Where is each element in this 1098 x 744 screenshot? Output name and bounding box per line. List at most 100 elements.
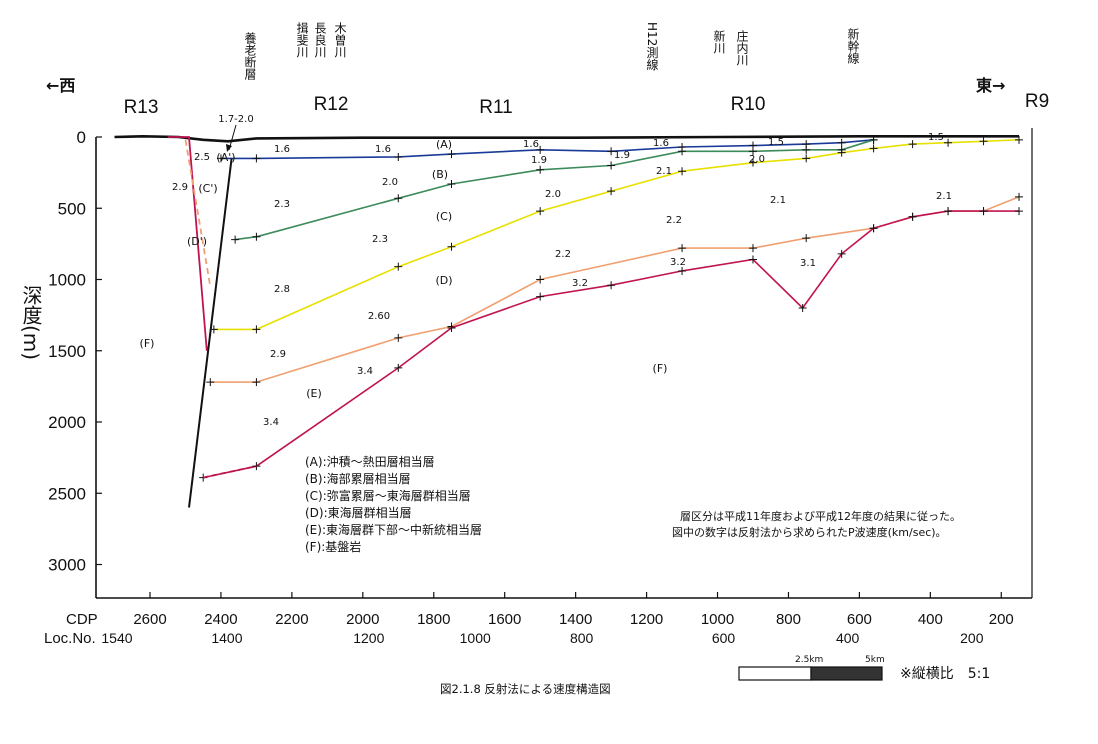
cdp-tick-label: 1600 xyxy=(488,611,521,628)
velocity-label: 1.6 xyxy=(274,144,290,155)
data-point-marker xyxy=(394,152,403,161)
y-tick-label: 2500 xyxy=(48,484,86,503)
unit-labels: (A) (A') (B) (C) (C') (D) (D') (E) (F) (… xyxy=(140,138,668,400)
unit-label-a-prime: (A') xyxy=(216,151,235,164)
unit-label-b: (B) xyxy=(432,168,448,181)
scale-bar-white xyxy=(738,666,812,681)
data-point-marker xyxy=(908,212,917,221)
feature-label-shin-river: 新川 xyxy=(712,29,726,54)
data-point-marker xyxy=(252,232,261,241)
cdp-tick-label: 800 xyxy=(776,611,801,628)
locno-tick-label: 200 xyxy=(960,630,984,646)
cdp-tick-label: 1200 xyxy=(630,611,663,628)
data-point-marker xyxy=(802,145,811,154)
data-point-marker xyxy=(536,165,545,174)
x-axis-ticks: 2600 2400 2200 2000 1800 1600 1400 1200 1000 800 6… xyxy=(101,592,1014,646)
data-point-marker xyxy=(447,180,456,189)
data-point-marker xyxy=(837,249,846,258)
velocity-label: 2.9 xyxy=(172,182,188,193)
data-point-marker xyxy=(944,207,953,216)
scale-bar-label: 5km xyxy=(865,655,885,665)
velocity-label: 1.6 xyxy=(523,139,539,150)
data-point-marker xyxy=(536,207,545,216)
velocity-labels: 2.5 2.9 1.6 1.6 1.6 1.6 1.5 1.5 1.9 1.9 … xyxy=(172,132,952,428)
locno-tick-label: 1540 xyxy=(101,630,132,646)
data-point-marker xyxy=(837,148,846,157)
velocity-label: 1.5 xyxy=(768,137,784,148)
y-tick-label: 3000 xyxy=(48,556,86,575)
series-line xyxy=(114,134,1019,143)
note-line: 層区分は平成11年度および平成12年度の結果に従った。 xyxy=(680,509,961,523)
data-point-marker xyxy=(394,333,403,342)
velocity-label: 1.9 xyxy=(614,150,630,161)
data-point-marker xyxy=(252,154,261,163)
locno-tick-label: 600 xyxy=(712,630,736,646)
unit-label-c-prime: (C') xyxy=(198,182,217,195)
legend: (A):沖積～熱田層相当層 (B):海部累層相当層 (C):弥富累層～東海層群相… xyxy=(305,454,482,554)
data-point-marker xyxy=(869,144,878,153)
data-point-marker xyxy=(252,378,261,387)
velocity-label: 2.9 xyxy=(270,349,286,360)
velocity-label: 2.3 xyxy=(274,199,290,210)
direction-west-label: ←西 xyxy=(46,76,75,95)
locno-tick-label: 1400 xyxy=(211,630,242,646)
cdp-tick-label: 1000 xyxy=(701,611,734,628)
cdp-tick-label: 1400 xyxy=(559,611,592,628)
feature-label-nagara-river: 長良川 xyxy=(313,22,327,58)
velocity-label: 3.4 xyxy=(357,366,373,377)
survey-line-label: R12 xyxy=(314,94,349,115)
velocity-label: 2.3 xyxy=(372,234,388,245)
feature-label-shonai-river: 庄内川 xyxy=(735,29,749,66)
scale-bar: 2.5km 5km ※縦横比 5:1 xyxy=(738,655,990,682)
series-extension-dashed xyxy=(203,465,257,479)
horizon-lines xyxy=(114,134,1024,508)
survey-line-label: R13 xyxy=(124,97,159,118)
fault-line xyxy=(184,139,212,287)
locno-tick-label: 1200 xyxy=(353,630,384,646)
unit-label-a: (A) xyxy=(436,138,452,151)
legend-item: (C):弥富累層～東海層群相当層 xyxy=(305,488,471,503)
velocity-label: 1.5 xyxy=(928,132,944,143)
cdp-tick-label: 2400 xyxy=(204,611,237,628)
data-point-marker xyxy=(447,150,456,159)
direction-east-label: 東→ xyxy=(976,76,1005,95)
velocity-label: 1.9 xyxy=(531,155,547,166)
unit-label-c: (C) xyxy=(436,210,452,223)
feature-label-ibi-river: 揖斐川 xyxy=(295,22,309,58)
scale-bar-label: 2.5km xyxy=(795,655,823,665)
cdp-tick-label: 2200 xyxy=(275,611,308,628)
cdp-row-label: CDP xyxy=(66,611,98,628)
y-axis-ticks: 0 500 1000 1500 2000 2500 3000 xyxy=(48,128,102,575)
cdp-tick-label: 1800 xyxy=(417,611,450,628)
data-point-marker xyxy=(678,147,687,156)
feature-label-h12-line: H12測線 xyxy=(645,22,659,70)
velocity-label: 1.6 xyxy=(653,138,669,149)
feature-label-kiso-river: 木曽川 xyxy=(333,22,347,58)
data-point-marker xyxy=(536,145,545,154)
data-point-marker xyxy=(908,140,917,149)
data-point-marker xyxy=(979,137,988,146)
velocity-label: 2.8 xyxy=(274,284,290,295)
cdp-tick-label: 400 xyxy=(918,611,943,628)
cdp-tick-label: 2000 xyxy=(346,611,379,628)
survey-line-label: R9 xyxy=(1025,91,1049,112)
data-point-marker xyxy=(748,244,757,253)
data-point-marker xyxy=(1015,192,1024,201)
data-point-marker xyxy=(979,207,988,216)
data-point-marker xyxy=(394,194,403,203)
aspect-ratio-label: ※縦横比 5:1 xyxy=(900,666,990,682)
legend-item: (D):東海層群相当層 xyxy=(305,505,412,520)
data-point-marker xyxy=(748,147,757,156)
data-point-marker xyxy=(869,224,878,233)
velocity-label: 2.0 xyxy=(545,189,561,200)
locno-row-label: Loc.No. xyxy=(44,630,96,647)
locno-tick-label: 1000 xyxy=(460,630,491,646)
unit-label-e: (E) xyxy=(306,387,322,400)
velocity-label: 3.1 xyxy=(800,258,816,269)
velocity-label: 2.2 xyxy=(666,215,682,226)
unit-label-f: (F) xyxy=(653,362,668,375)
data-point-marker xyxy=(802,154,811,163)
survey-line-label: R10 xyxy=(731,94,766,115)
fault-annotation-arrowhead xyxy=(226,144,232,152)
unit-label-f: (F) xyxy=(140,337,155,350)
